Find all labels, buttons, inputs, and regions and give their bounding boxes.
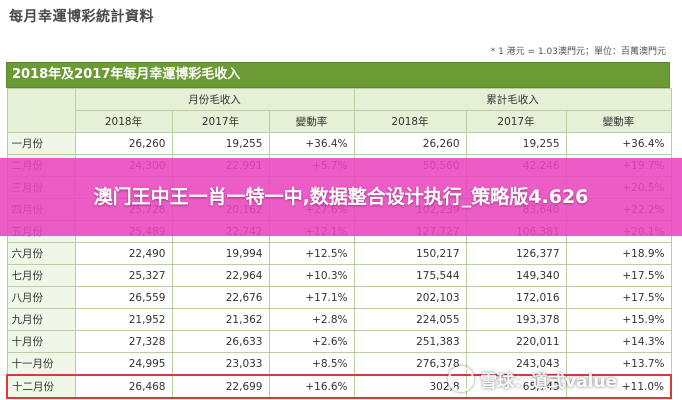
value-cell: 193,378 <box>465 308 567 331</box>
value-cell: +16.6% <box>268 374 355 399</box>
sub-header-cell: 2017年 <box>171 110 270 133</box>
value-cell: +12.5% <box>268 242 355 265</box>
value-cell: +8.5% <box>268 352 355 376</box>
sub-header-cell: 2018年 <box>353 110 467 133</box>
value-cell: +18.9% <box>565 242 672 265</box>
month-cell: 十月份 <box>6 330 76 353</box>
revenue-table: 月份毛收入 累計毛收入 2018年 2017年 變動率 2018年 2017年 … <box>6 88 673 399</box>
value-cell: 172,016 <box>465 286 567 309</box>
sub-header-cell: 2018年 <box>74 110 173 133</box>
month-cell: 十一月份 <box>6 352 76 376</box>
value-cell: 25,327 <box>74 264 173 287</box>
value-cell: 21,952 <box>74 308 173 331</box>
sub-header-cell: 2017年 <box>465 110 567 133</box>
value-cell: 175,544 <box>353 264 467 287</box>
table-row: 一月份 26,260 19,255 +36.4% 26,260 19,255 +36.4% <box>6 132 672 155</box>
table-row: 十月份 27,328 26,633 +2.6% 251,383 220,011 +14.3% <box>6 330 672 353</box>
value-cell: +15.9% <box>565 308 672 331</box>
sub-header-cell: 變動率 <box>268 110 355 133</box>
value-cell: 224,055 <box>353 308 467 331</box>
value-cell: +2.6% <box>268 330 355 353</box>
table-row: 七月份 25,327 22,964 +10.3% 175,544 149,340 +17.5… <box>6 264 672 287</box>
overlay-banner: 澳门王中王一肖一特一中,数据整合设计执行_策略版4.626 <box>0 158 682 236</box>
group-header-row: 月份毛收入 累計毛收入 <box>6 88 672 133</box>
sub-header-row: 2018年 2017年 變動率 2018年 2017年 變動率 <box>7 110 672 133</box>
watermark-text: 雪球：道式value <box>480 371 618 392</box>
group-header-cumulative: 累計毛收入 <box>353 88 672 111</box>
value-cell: 26,559 <box>74 286 173 309</box>
value-cell: +17.5% <box>565 286 672 309</box>
month-cell: 八月份 <box>6 286 76 309</box>
value-cell: 251,383 <box>353 330 467 353</box>
value-cell: +14.3% <box>565 330 672 353</box>
value-cell: 150,217 <box>353 242 467 265</box>
table-row: 六月份 22,490 19,994 +12.5% 150,217 126,377 +18.9… <box>6 242 672 265</box>
value-cell: 220,011 <box>465 330 567 353</box>
value-cell: 26,468 <box>74 374 173 399</box>
value-cell: +17.1% <box>268 286 355 309</box>
value-cell: 302,8 <box>353 374 467 399</box>
value-cell: 19,255 <box>171 132 270 155</box>
value-cell: 22,964 <box>171 264 270 287</box>
value-cell: 22,699 <box>171 374 270 399</box>
value-cell: 22,676 <box>171 286 270 309</box>
snowball-logo-icon <box>448 366 474 392</box>
month-cell: 六月份 <box>6 242 76 265</box>
value-cell: 22,490 <box>74 242 173 265</box>
value-cell: 26,260 <box>353 132 467 155</box>
unit-note: * 1 港元 = 1.03澳門元；單位：百萬澳門元 <box>490 47 666 57</box>
table-row: 八月份 26,559 22,676 +17.1% 202,103 172,016 +17.5… <box>6 286 672 309</box>
value-cell: 26,633 <box>171 330 270 353</box>
value-cell: +11.0% <box>565 374 673 399</box>
page-title: 每月幸運博彩統計資料 <box>9 9 154 25</box>
value-cell: 26,260 <box>74 132 173 155</box>
sub-header-cell: 變動率 <box>565 110 672 133</box>
group-header-monthly: 月份毛收入 <box>74 88 355 111</box>
value-cell: 202,103 <box>353 286 467 309</box>
value-cell: 27,328 <box>74 330 173 353</box>
value-cell: 24,995 <box>74 352 173 376</box>
value-cell: +2.8% <box>268 308 355 331</box>
table-row: 十二月份 26,468 22,699 +16.6% 302,8 65,743 +11.0% <box>6 374 673 399</box>
table-row: 九月份 21,952 21,362 +2.8% 224,055 193,378 +15.9% <box>6 308 672 331</box>
corner-cell <box>6 88 76 133</box>
banner-text: 澳门王中王一肖一特一中,数据整合设计执行_策略版4.626 <box>93 186 589 208</box>
value-cell: +36.4% <box>565 132 672 155</box>
value-cell: +17.5% <box>565 264 672 287</box>
value-cell: 21,362 <box>171 308 270 331</box>
value-cell: 126,377 <box>465 242 567 265</box>
value-cell: 23,033 <box>171 352 270 376</box>
table-title: 2018年及2017年每月幸運博彩毛收入 <box>6 62 670 88</box>
month-cell: 一月份 <box>6 132 76 155</box>
value-cell: +10.3% <box>268 264 355 287</box>
value-cell: +36.4% <box>268 132 355 155</box>
month-cell: 七月份 <box>6 264 76 287</box>
table-row: 十一月份 24,995 23,033 +8.5% 276,378 243,043 +13.7… <box>6 352 672 376</box>
value-cell: 149,340 <box>465 264 567 287</box>
month-cell: 九月份 <box>6 308 76 331</box>
month-cell: 十二月份 <box>6 374 76 399</box>
watermark: 雪球：道式value <box>448 366 617 392</box>
value-cell: 19,255 <box>465 132 567 155</box>
value-cell: 276,378 <box>353 352 467 376</box>
value-cell: +13.7% <box>565 352 672 376</box>
value-cell: 65,743 <box>465 374 567 399</box>
value-cell: 19,994 <box>171 242 270 265</box>
